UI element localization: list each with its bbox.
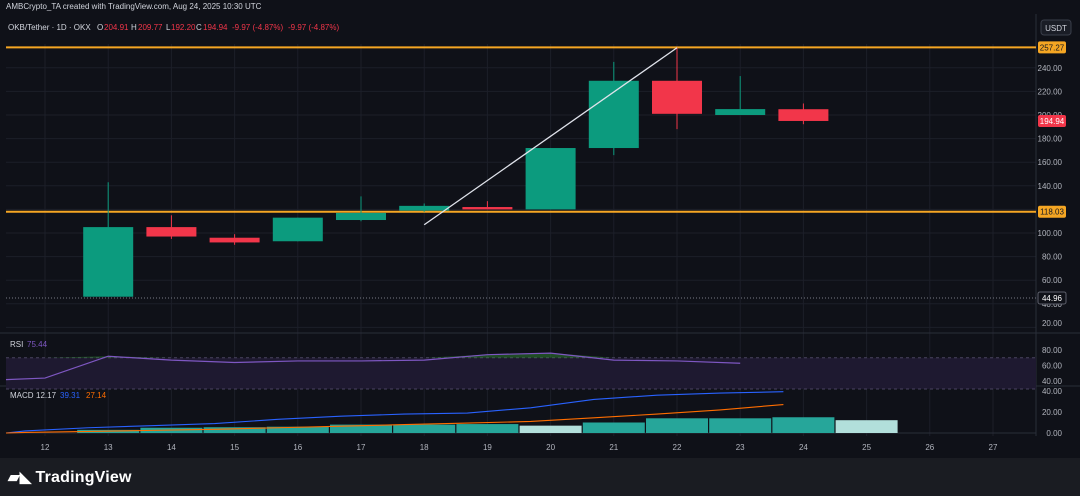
time-tick-label[interactable]: 13 <box>104 443 113 452</box>
horizontal-levels[interactable] <box>6 46 1036 299</box>
candle-body[interactable] <box>715 109 766 115</box>
macd-histogram-bar[interactable] <box>772 417 835 433</box>
macd-histogram-bar[interactable] <box>203 427 266 433</box>
macd-value: 12.17 <box>36 391 57 400</box>
legend-open-label: O <box>97 23 103 32</box>
macd-histogram-bar[interactable] <box>330 424 392 433</box>
time-tick-label[interactable]: 21 <box>609 443 618 452</box>
macd-label: MACD <box>10 391 34 400</box>
macd-histogram-bar[interactable] <box>393 424 456 433</box>
time-tick-label[interactable]: 14 <box>167 443 176 452</box>
attribution-bar: AMBCrypto_TA created with TradingView.co… <box>0 0 1080 14</box>
time-tick-label[interactable]: 16 <box>293 443 302 452</box>
time-tick-label[interactable]: 23 <box>736 443 745 452</box>
rsi-line[interactable] <box>5 352 741 381</box>
price-badge[interactable] <box>1037 291 1067 305</box>
trendline-segment[interactable] <box>423 47 678 226</box>
candle-body[interactable] <box>778 109 829 121</box>
rsi-tick-label: 60.00 <box>1042 362 1063 371</box>
time-tick-label[interactable]: 12 <box>41 443 50 452</box>
macd-histogram-bar[interactable] <box>519 425 582 433</box>
time-tick-label[interactable]: 22 <box>673 443 682 452</box>
candle-body[interactable] <box>525 148 576 210</box>
candle-body[interactable] <box>652 80 702 114</box>
price-badge-label: 44.96 <box>1042 294 1063 303</box>
price-tick-label: 20.00 <box>1042 319 1063 328</box>
currency-button[interactable]: USDT <box>1040 19 1072 36</box>
macd-histogram-bar[interactable] <box>835 420 898 433</box>
legend-close-value: 194.94 <box>203 23 228 32</box>
price-badge[interactable] <box>1038 41 1066 54</box>
candle-body[interactable] <box>462 207 513 210</box>
candle-series[interactable] <box>83 47 829 297</box>
macd-line[interactable] <box>5 391 784 434</box>
trendline[interactable] <box>423 47 678 226</box>
candle-body[interactable] <box>588 80 639 149</box>
price-badge[interactable] <box>1038 205 1066 218</box>
legend-open-value: 204.91 <box>104 23 129 32</box>
legend-change-percent: -9.97 (-4.87%) <box>288 23 339 32</box>
legend-high-label: H <box>131 23 137 32</box>
tradingview-logo[interactable]: ▰◣ TradingView <box>8 469 132 486</box>
legend-high-value: 209.77 <box>138 23 163 32</box>
macd-histogram-bar[interactable] <box>709 418 772 433</box>
price-tick-label: 80.00 <box>1042 253 1063 262</box>
macd-tick-label: 40.00 <box>1042 387 1063 396</box>
macd-histogram-bar[interactable] <box>266 426 329 433</box>
candle-body[interactable] <box>336 212 386 221</box>
chart-canvas[interactable]: 240.00 220.00 20 0.00 180.00 160.00 140.00 100.… <box>0 0 1080 458</box>
time-tick-label[interactable]: 20 <box>546 443 555 452</box>
price-badge-label: 257.27 <box>1040 43 1065 52</box>
legend-close-label: C <box>196 23 202 32</box>
candle-body[interactable] <box>209 237 260 243</box>
time-tick-label[interactable]: 25 <box>862 443 871 452</box>
time-axis[interactable]: 12 13 14 15 16 17 18 19 20 21 22 23 24 25 26 27 <box>41 443 998 452</box>
time-tick-label[interactable]: 17 <box>357 443 366 452</box>
legend-low-value: 192.20 <box>171 23 196 32</box>
time-tick-label[interactable]: 18 <box>420 443 429 452</box>
time-tick-label[interactable]: 24 <box>799 443 808 452</box>
attribution-text: AMBCrypto_TA created with TradingView.co… <box>6 2 262 11</box>
rsi-band <box>6 357 1036 389</box>
candle-body[interactable] <box>83 227 134 297</box>
rsi-tick-label: 80.00 <box>1042 346 1063 355</box>
price-tick-label: 140.00 <box>1038 182 1063 191</box>
time-tick-label[interactable]: 15 <box>230 443 239 452</box>
macd-histogram-bar[interactable] <box>456 424 519 433</box>
price-tick-label: 180.00 <box>1038 135 1063 144</box>
rsi-value: 75.44 <box>27 340 48 349</box>
candle-body[interactable] <box>399 205 450 211</box>
price-badge-label: 194.94 <box>1040 117 1065 126</box>
macd-pane[interactable] <box>5 391 1036 434</box>
macd-signal-line[interactable] <box>5 403 784 434</box>
macd-tick-label: 20.00 <box>1042 408 1063 417</box>
price-tick-label: 240.00 <box>1038 64 1063 73</box>
tradingview-footer: ▰◣ TradingView <box>0 458 1080 496</box>
time-tick-label[interactable]: 19 <box>483 443 492 452</box>
rsi-pane[interactable] <box>5 352 1036 390</box>
price-badge[interactable] <box>1038 114 1066 127</box>
legend-change: -9.97 (-4.87%) <box>232 23 283 32</box>
time-tick-label[interactable]: 26 <box>925 443 934 452</box>
rsi-label: RSI <box>10 340 23 349</box>
candle-body[interactable] <box>272 217 323 242</box>
price-tick-label: 160.00 <box>1038 158 1063 167</box>
candle-body[interactable] <box>146 227 197 237</box>
price-badge-label: 118.03 <box>1040 208 1064 217</box>
price-tick-label: 60.00 <box>1042 276 1063 285</box>
price-axis[interactable]: 240.00220.00200.00180.00160.00140.00100.… <box>1037 41 1067 438</box>
legend-symbol: OKB/Tether · 1D · OKX <box>8 23 91 32</box>
macd-histogram-bar[interactable] <box>582 422 645 434</box>
price-tick-label: 220.00 <box>1038 87 1063 96</box>
time-tick-label[interactable]: 27 <box>989 443 998 452</box>
rsi-tick-label: 40.00 <box>1042 377 1063 386</box>
currency-label: USDT <box>1045 24 1067 33</box>
legend-low-label: L <box>166 23 171 32</box>
macd-hist-value: 27.14 <box>86 391 107 400</box>
macd-tick-label: 0.00 <box>1046 429 1062 438</box>
macd-histogram-bar[interactable] <box>646 418 708 433</box>
price-tick-label: 100.00 <box>1038 229 1063 238</box>
macd-signal-value: 39.31 <box>60 391 81 400</box>
